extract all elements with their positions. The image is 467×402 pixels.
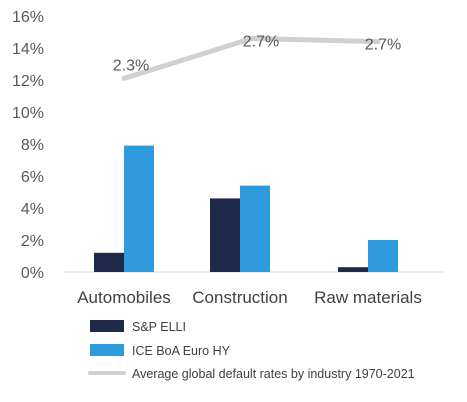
bar	[338, 267, 368, 272]
y-tick-label: 0%	[21, 265, 44, 282]
category-labels: Automobiles Construction Raw materials	[77, 288, 422, 307]
bar	[368, 240, 398, 272]
bar	[240, 185, 270, 272]
bar	[94, 252, 124, 272]
bar	[210, 198, 240, 272]
legend-label: Average global default rates by industry…	[132, 367, 415, 381]
default-rate-line-path	[121, 35, 381, 81]
line-data-label: 2.7%	[243, 33, 279, 50]
bars	[94, 145, 398, 272]
default-rate-line: 2.3% 2.7% 2.7%	[113, 33, 401, 81]
y-tick-label: 10%	[12, 105, 44, 122]
category-label: Construction	[192, 288, 287, 307]
y-tick-label: 6%	[21, 169, 44, 186]
line-data-label: 2.7%	[365, 37, 401, 54]
legend-label: S&P ELLI	[132, 320, 186, 334]
legend-swatch	[90, 344, 124, 356]
y-tick-label: 2%	[21, 233, 44, 250]
legend: S&P ELLI ICE BoA Euro HY Average global de…	[88, 320, 415, 381]
category-label: Raw materials	[314, 288, 422, 307]
bar	[124, 145, 154, 272]
y-tick-label: 16%	[12, 9, 44, 26]
y-tick-label: 8%	[21, 137, 44, 154]
y-tick-label: 4%	[21, 201, 44, 218]
line-data-label: 2.3%	[113, 57, 149, 74]
legend-label: ICE BoA Euro HY	[132, 344, 231, 358]
category-label: Automobiles	[77, 288, 171, 307]
y-axis: 0% 2% 4% 6% 8% 10% 12% 14% 16%	[12, 9, 44, 282]
legend-swatch	[90, 320, 124, 332]
y-tick-label: 14%	[12, 41, 44, 58]
y-tick-label: 12%	[12, 73, 44, 90]
